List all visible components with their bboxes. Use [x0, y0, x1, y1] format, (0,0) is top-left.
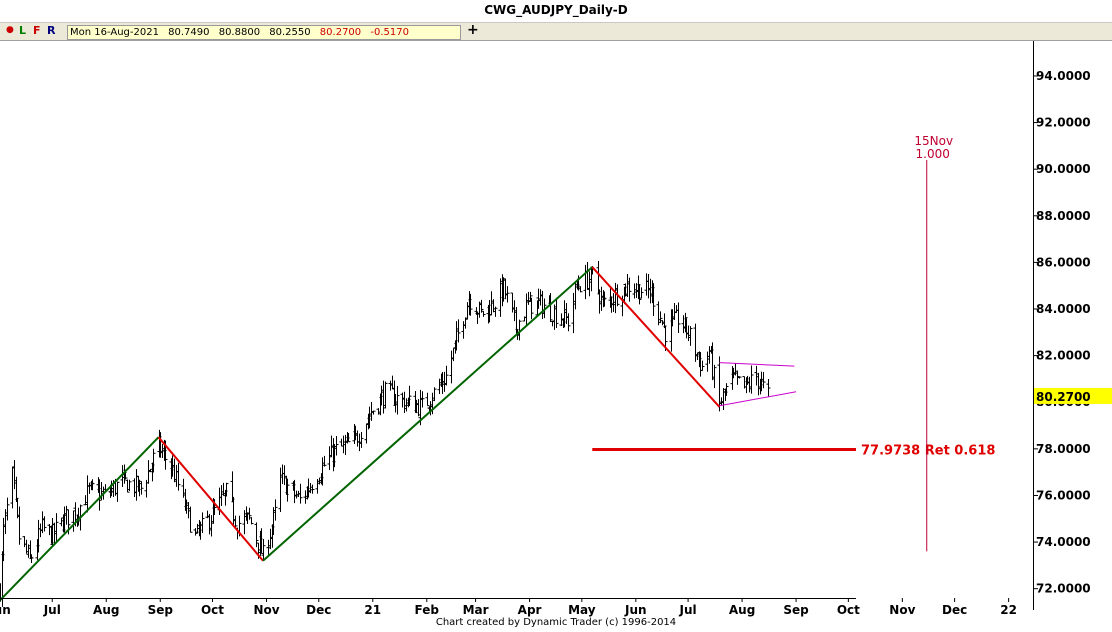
y-tick-label: 84.0000 — [1036, 302, 1091, 316]
y-tick-label: 92.0000 — [1036, 116, 1091, 130]
x-tick-label: 22 — [1000, 603, 1017, 617]
footer-credit: Chart created by Dynamic Trader (c) 1996… — [435, 617, 677, 628]
record-dot-icon[interactable]: ● — [6, 25, 14, 35]
x-tick-label: Oct — [201, 603, 224, 617]
trend-line — [262, 266, 593, 562]
y-tick-label: 82.0000 — [1036, 349, 1091, 363]
ohlc-change: -0.5170 — [370, 27, 409, 38]
x-tick-label: Dec — [942, 603, 967, 617]
toolbar-button-f[interactable]: F — [33, 24, 41, 37]
chart-title: CWG_AUDJPY_Daily-D — [484, 3, 628, 17]
ohlc-open: 80.7490 — [168, 27, 210, 38]
time-marker-date: 15Nov — [914, 134, 953, 148]
triangle-upper-line — [719, 362, 795, 367]
ohlc-date: Mon 16-Aug-2021 — [70, 27, 159, 38]
x-tick-label: May — [568, 603, 596, 617]
time-marker-ratio: 1.000 — [916, 147, 950, 161]
triangle-lower-line — [719, 391, 797, 407]
trend-line — [157, 436, 264, 562]
x-tick-label: Oct — [837, 603, 860, 617]
y-tick-label: 88.0000 — [1036, 209, 1091, 223]
x-tick-label: 21 — [364, 603, 381, 617]
x-tick-label: Jun — [0, 603, 11, 617]
y-tick-label: 78.0000 — [1036, 442, 1091, 456]
y-tick-label: 86.0000 — [1036, 255, 1091, 269]
y-tick-label: 74.0000 — [1036, 535, 1091, 549]
toolbar-button-r[interactable]: R — [47, 24, 56, 37]
trend-line — [0, 436, 160, 602]
y-tick-label: 76.0000 — [1036, 488, 1091, 502]
ohlc-low: 80.2550 — [269, 27, 311, 38]
x-tick-label: Sep — [148, 603, 174, 617]
x-tick-label: Dec — [306, 603, 331, 617]
x-tick-label: Sep — [783, 603, 809, 617]
y-tick-label: 90.0000 — [1036, 162, 1091, 176]
x-tick-label: Apr — [518, 603, 542, 617]
x-tick-label: Mar — [463, 603, 489, 617]
ohlc-close: 80.2700 — [319, 27, 362, 38]
x-tick-label: Feb — [415, 603, 440, 617]
trend-lines — [0, 266, 721, 602]
toolbar-button-l[interactable]: L — [19, 24, 27, 37]
last-price-label: 80.2700 — [1036, 390, 1091, 404]
toolbar: ● L F R Mon 16-Aug-2021 80.7490 80.8800 … — [0, 22, 1112, 41]
add-icon[interactable]: + — [467, 22, 479, 38]
x-tick-label: Aug — [729, 603, 755, 617]
x-tick-label: Jul — [679, 603, 697, 617]
x-tick-label: Aug — [93, 603, 119, 617]
x-tick-label: Jul — [43, 603, 61, 617]
x-tick-label: Jun — [624, 603, 647, 617]
retracement-label: 77.9738 Ret 0.618 — [861, 443, 995, 458]
x-tick-label: Nov — [253, 603, 279, 617]
y-tick-label: 72.0000 — [1036, 582, 1091, 596]
title-bar: CWG_AUDJPY_Daily-D — [0, 0, 1112, 23]
last-price-box — [1034, 387, 1112, 404]
y-tick-label: 94.0000 — [1036, 69, 1091, 83]
x-tick-label: Nov — [889, 603, 915, 617]
price-bars — [0, 260, 771, 607]
ohlc-high: 80.8800 — [218, 27, 261, 38]
ohlc-readout: Mon 16-Aug-2021 80.7490 80.8800 80.2550 … — [67, 25, 461, 40]
trend-line — [591, 266, 721, 408]
